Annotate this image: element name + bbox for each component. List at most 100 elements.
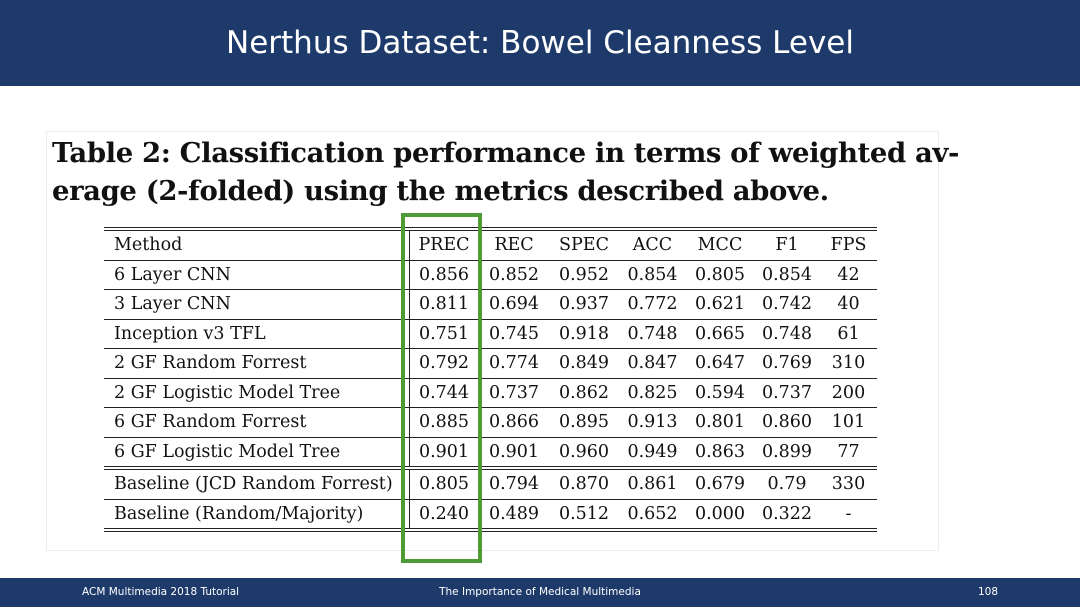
table-row: 2 GF Random Forrest 0.792 0.774 0.849 0.… (104, 348, 877, 379)
cell-rec: 0.694 (478, 289, 549, 320)
cell-fps: 61 (820, 319, 877, 349)
table-header-row: Method PREC REC SPEC ACC MCC F1 FPS (104, 227, 877, 261)
cell-f1: 0.854 (754, 260, 820, 290)
cell-rec: 0.794 (478, 468, 549, 500)
cell-spec: 0.512 (549, 499, 619, 532)
cell-fps: 310 (820, 348, 877, 379)
cell-acc: 0.854 (619, 260, 686, 290)
table-row: 3 Layer CNN 0.811 0.694 0.937 0.772 0.62… (104, 289, 877, 320)
cell-mcc: 0.000 (686, 499, 754, 532)
cell-spec: 0.862 (549, 378, 619, 408)
cell-acc: 0.949 (619, 437, 686, 470)
cell-spec: 0.918 (549, 319, 619, 349)
cell-method: Inception v3 TFL (104, 319, 410, 349)
cell-rec: 0.774 (478, 348, 549, 379)
slide-title: Nerthus Dataset: Bowel Cleanness Level (226, 25, 854, 61)
caption-line-2: erage (2-folded) using the metrics descr… (52, 175, 829, 207)
cell-acc: 0.913 (619, 407, 686, 438)
cell-mcc: 0.863 (686, 437, 754, 470)
cell-rec: 0.866 (478, 407, 549, 438)
cell-prec: 0.811 (409, 289, 479, 320)
col-prec: PREC (409, 227, 479, 261)
cell-prec: 0.751 (409, 319, 479, 349)
cell-f1: 0.748 (754, 319, 820, 349)
table-caption: Table 2: Classification performance in t… (52, 134, 959, 210)
cell-mcc: 0.621 (686, 289, 754, 320)
cell-method: 6 GF Logistic Model Tree (104, 437, 410, 470)
cell-spec: 0.849 (549, 348, 619, 379)
cell-f1: 0.769 (754, 348, 820, 379)
cell-mcc: 0.679 (686, 468, 754, 500)
cell-fps: 101 (820, 407, 877, 438)
cell-f1: 0.737 (754, 378, 820, 408)
col-f1: F1 (754, 227, 820, 261)
cell-acc: 0.652 (619, 499, 686, 532)
cell-acc: 0.861 (619, 468, 686, 500)
prec-column-highlight (401, 213, 482, 563)
cell-prec: 0.856 (409, 260, 479, 290)
cell-acc: 0.825 (619, 378, 686, 408)
cell-acc: 0.772 (619, 289, 686, 320)
cell-fps: 40 (820, 289, 877, 320)
cell-acc: 0.847 (619, 348, 686, 379)
cell-acc: 0.748 (619, 319, 686, 349)
cell-fps: 77 (820, 437, 877, 470)
col-spec: SPEC (549, 227, 619, 261)
col-method: Method (104, 227, 410, 261)
cell-spec: 0.895 (549, 407, 619, 438)
table-row: Inception v3 TFL 0.751 0.745 0.918 0.748… (104, 319, 877, 349)
cell-f1: 0.860 (754, 407, 820, 438)
metrics-table: Method PREC REC SPEC ACC MCC F1 FPS 6 La… (104, 227, 877, 532)
cell-f1: 0.322 (754, 499, 820, 532)
table-row: 2 GF Logistic Model Tree 0.744 0.737 0.8… (104, 378, 877, 408)
table-row: 6 Layer CNN 0.856 0.852 0.952 0.854 0.80… (104, 260, 877, 290)
footer-left-text: ACM Multimedia 2018 Tutorial (82, 586, 240, 598)
cell-spec: 0.952 (549, 260, 619, 290)
cell-fps: 330 (820, 468, 877, 500)
cell-mcc: 0.801 (686, 407, 754, 438)
cell-spec: 0.960 (549, 437, 619, 470)
cell-rec: 0.737 (478, 378, 549, 408)
cell-method: 2 GF Logistic Model Tree (104, 378, 410, 408)
caption-line-1: Table 2: Classification performance in t… (52, 137, 959, 169)
table-row: 6 GF Random Forrest 0.885 0.866 0.895 0.… (104, 407, 877, 438)
cell-prec: 0.901 (409, 437, 479, 470)
cell-rec: 0.852 (478, 260, 549, 290)
cell-method: 6 GF Random Forrest (104, 407, 410, 438)
cell-spec: 0.937 (549, 289, 619, 320)
cell-prec: 0.744 (409, 378, 479, 408)
cell-prec: 0.885 (409, 407, 479, 438)
table-row: Baseline (Random/Majority) 0.240 0.489 0… (104, 499, 877, 532)
cell-f1: 0.742 (754, 289, 820, 320)
cell-fps: 200 (820, 378, 877, 408)
cell-fps: - (820, 499, 877, 532)
cell-method: 6 Layer CNN (104, 260, 410, 290)
cell-f1: 0.899 (754, 437, 820, 470)
col-fps: FPS (820, 227, 877, 261)
slide-footer: ACM Multimedia 2018 Tutorial The Importa… (0, 578, 1080, 607)
col-mcc: MCC (686, 227, 754, 261)
footer-center-text: The Importance of Medical Multimedia (439, 586, 641, 598)
cell-rec: 0.489 (478, 499, 549, 532)
cell-prec: 0.240 (409, 499, 479, 532)
cell-fps: 42 (820, 260, 877, 290)
cell-mcc: 0.805 (686, 260, 754, 290)
table-row: Baseline (JCD Random Forrest) 0.805 0.79… (104, 468, 877, 500)
table-row: 6 GF Logistic Model Tree 0.901 0.901 0.9… (104, 437, 877, 470)
cell-method: 3 Layer CNN (104, 289, 410, 320)
cell-mcc: 0.594 (686, 378, 754, 408)
col-acc: ACC (619, 227, 686, 261)
cell-method: Baseline (Random/Majority) (104, 499, 410, 532)
cell-method: Baseline (JCD Random Forrest) (104, 468, 410, 500)
cell-method: 2 GF Random Forrest (104, 348, 410, 379)
page-number: 108 (978, 586, 999, 598)
cell-f1: 0.79 (754, 468, 820, 500)
col-rec: REC (478, 227, 549, 261)
cell-prec: 0.792 (409, 348, 479, 379)
cell-mcc: 0.647 (686, 348, 754, 379)
cell-spec: 0.870 (549, 468, 619, 500)
cell-rec: 0.901 (478, 437, 549, 470)
slide-header (0, 0, 1080, 86)
cell-rec: 0.745 (478, 319, 549, 349)
cell-mcc: 0.665 (686, 319, 754, 349)
